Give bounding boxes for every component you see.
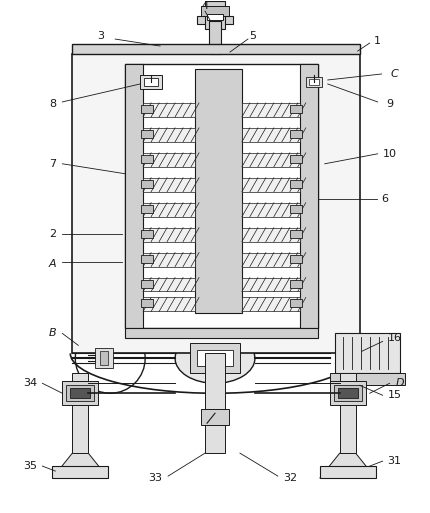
Bar [140,75,162,89]
Bar [242,128,300,142]
Bar [290,280,302,287]
Circle shape [209,411,215,417]
Bar [290,180,302,188]
Bar [338,388,358,398]
Text: 31: 31 [387,456,402,466]
Bar [141,205,153,213]
Text: 4: 4 [202,1,209,11]
Bar [125,328,318,339]
Bar [125,64,143,328]
Bar [197,16,233,24]
Bar [306,77,322,87]
Circle shape [300,68,328,96]
Bar [72,44,359,54]
Bar [201,409,229,425]
Bar [143,153,195,167]
Bar [242,103,300,117]
Text: D: D [395,378,404,388]
Bar [290,105,302,113]
Text: 35: 35 [23,461,37,471]
Bar [100,351,108,365]
Bar [201,6,229,16]
Text: C: C [391,69,399,79]
Bar [143,228,195,242]
Bar [141,105,153,113]
Bar [309,79,319,85]
Bar [141,180,153,188]
Bar [141,254,153,263]
Text: 8: 8 [49,99,56,109]
Bar [300,64,318,328]
Text: 10: 10 [383,149,396,159]
Bar [143,177,195,192]
Bar [141,230,153,238]
Text: 15: 15 [387,390,402,400]
Bar [207,14,223,20]
Bar [72,54,359,353]
Bar [242,203,300,216]
Bar [197,350,233,366]
Bar [242,252,300,267]
Bar [143,278,195,291]
Bar [340,373,356,453]
Bar [242,177,300,192]
Bar [290,254,302,263]
Bar [52,466,108,478]
Bar [242,278,300,291]
Text: 1: 1 [374,36,381,46]
Bar [242,298,300,311]
Text: 34: 34 [23,378,37,388]
Text: 9: 9 [386,99,393,109]
Bar [141,300,153,307]
Bar [330,373,405,385]
Bar [290,205,302,213]
Bar [290,130,302,138]
Text: 6: 6 [381,194,388,204]
Text: A: A [49,259,56,269]
Ellipse shape [175,333,255,383]
Bar [125,64,318,328]
Bar [143,252,195,267]
Bar [209,21,221,54]
Polygon shape [52,453,108,478]
Bar [290,230,302,238]
Bar [290,300,302,307]
Bar [95,348,113,368]
Polygon shape [320,453,376,478]
Text: 16: 16 [387,333,402,343]
Text: 32: 32 [283,473,297,483]
Bar [190,343,240,373]
Text: B: B [49,328,56,339]
Bar [66,385,94,401]
Text: 2: 2 [49,229,56,239]
Bar [205,1,225,29]
Circle shape [75,323,145,393]
Bar [143,128,195,142]
Bar [141,130,153,138]
Bar [205,353,225,453]
Bar [143,103,195,117]
Bar [290,155,302,163]
Bar [141,280,153,287]
Bar [71,388,90,398]
Text: 7: 7 [49,159,56,169]
Bar [330,381,366,405]
Bar [144,78,158,86]
Bar [62,381,98,405]
Bar [143,203,195,216]
Bar [143,298,195,311]
Bar [334,385,362,401]
Text: 5: 5 [249,31,256,41]
Bar [242,153,300,167]
Bar [335,333,399,373]
Bar [242,228,300,242]
Text: 33: 33 [148,473,162,483]
Bar [195,69,242,313]
Text: 3: 3 [97,31,104,41]
Bar [320,466,376,478]
Bar [141,155,153,163]
Bar [72,373,88,453]
